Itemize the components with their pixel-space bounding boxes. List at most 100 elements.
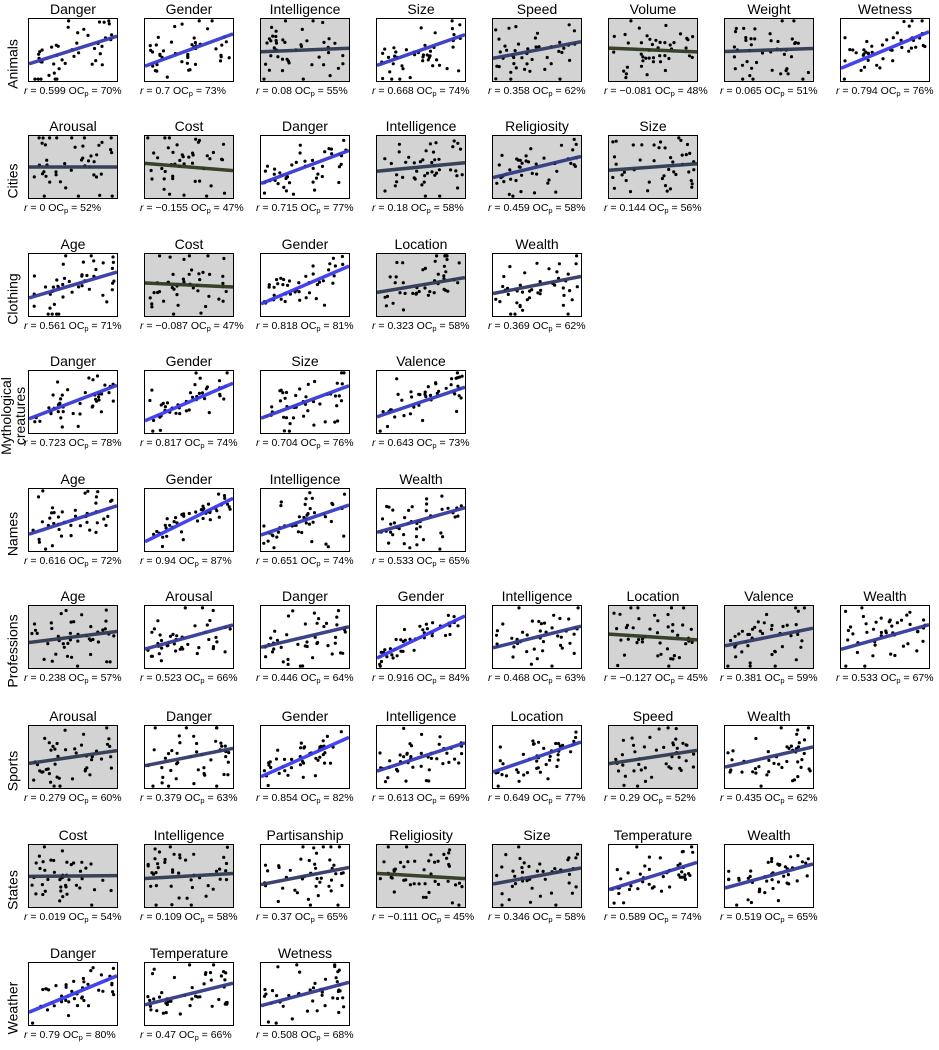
data-point (422, 180, 426, 184)
data-point (428, 142, 432, 146)
data-point (792, 778, 797, 782)
data-point (316, 640, 320, 645)
data-point (35, 631, 39, 635)
data-point (639, 52, 643, 56)
data-point (330, 152, 334, 156)
data-point (46, 312, 50, 316)
data-point (196, 140, 200, 144)
oc-subscript: p (670, 89, 675, 98)
data-point (168, 845, 172, 849)
data-point (776, 39, 780, 44)
r-value: 0.561 (39, 320, 66, 332)
data-point (48, 516, 52, 520)
r-value: 0.916 (387, 672, 414, 684)
data-point (731, 749, 735, 753)
data-point (507, 192, 511, 196)
r-symbol: r (140, 555, 144, 567)
data-point (442, 264, 446, 268)
data-point (637, 638, 641, 642)
r-symbol: r (488, 911, 492, 923)
data-point (740, 770, 744, 774)
data-point (750, 627, 755, 631)
panel-stats: r = −0.127 OCp = 45% (604, 672, 708, 685)
data-point (637, 762, 641, 766)
data-point (460, 173, 464, 177)
data-point (158, 52, 162, 57)
data-point (893, 653, 897, 658)
data-point (276, 899, 280, 904)
data-point (796, 745, 801, 749)
data-point (94, 59, 98, 63)
data-point (50, 506, 55, 510)
data-point (302, 414, 306, 418)
data-point (402, 755, 406, 759)
data-point (59, 534, 64, 538)
data-point (871, 627, 876, 631)
data-point (574, 856, 578, 860)
data-point (58, 180, 62, 184)
data-point (178, 412, 182, 416)
data-point (453, 392, 457, 396)
regression-line (261, 148, 349, 186)
data-point (796, 775, 800, 779)
data-point (60, 425, 64, 429)
r-value: 0.358 (503, 85, 530, 97)
data-point (423, 266, 427, 270)
data-point (192, 852, 196, 856)
data-point (378, 429, 382, 433)
r-value: 0.854 (271, 792, 298, 804)
oc-label: OC (300, 792, 317, 804)
data-point (794, 623, 798, 627)
scatter-panel (260, 18, 350, 82)
data-point (279, 297, 283, 301)
data-point (619, 638, 623, 642)
data-point (785, 759, 789, 764)
data-point (49, 748, 53, 752)
data-point (198, 376, 202, 380)
data-point (677, 873, 681, 877)
data-point (899, 618, 904, 622)
data-point (38, 50, 42, 54)
data-point (52, 784, 56, 788)
data-point (43, 868, 47, 872)
data-point (148, 296, 152, 300)
data-point (418, 525, 422, 529)
data-point (658, 641, 662, 645)
data-point (668, 885, 672, 889)
data-point (557, 49, 561, 53)
oc-value: 58% (216, 911, 238, 923)
data-point (326, 51, 331, 55)
data-point (524, 159, 528, 163)
data-point (640, 143, 644, 147)
data-point (403, 516, 407, 520)
data-point (386, 845, 390, 849)
data-point (513, 882, 518, 886)
data-point (535, 261, 539, 265)
data-point (638, 872, 642, 876)
data-point (620, 753, 624, 757)
data-point (168, 255, 172, 259)
oc-value: 59% (796, 672, 818, 684)
data-point (313, 981, 317, 985)
data-point (498, 759, 502, 763)
data-point (522, 861, 526, 865)
panel-title: Arousal (49, 118, 97, 134)
data-point (639, 768, 643, 772)
data-point (92, 46, 97, 51)
scatter-panel (28, 253, 118, 317)
data-point (740, 650, 744, 654)
data-point (329, 889, 333, 893)
oc-value: 66% (210, 1029, 232, 1041)
data-point (109, 136, 113, 140)
data-point (504, 853, 508, 857)
data-point (511, 869, 515, 873)
data-point (331, 502, 335, 507)
row-label-text: Weather (4, 981, 21, 1035)
data-point (173, 24, 177, 29)
data-point (678, 875, 682, 879)
data-point (164, 526, 168, 530)
data-point (668, 43, 672, 47)
data-point (326, 644, 330, 648)
data-point (32, 175, 36, 179)
data-point (52, 858, 56, 863)
